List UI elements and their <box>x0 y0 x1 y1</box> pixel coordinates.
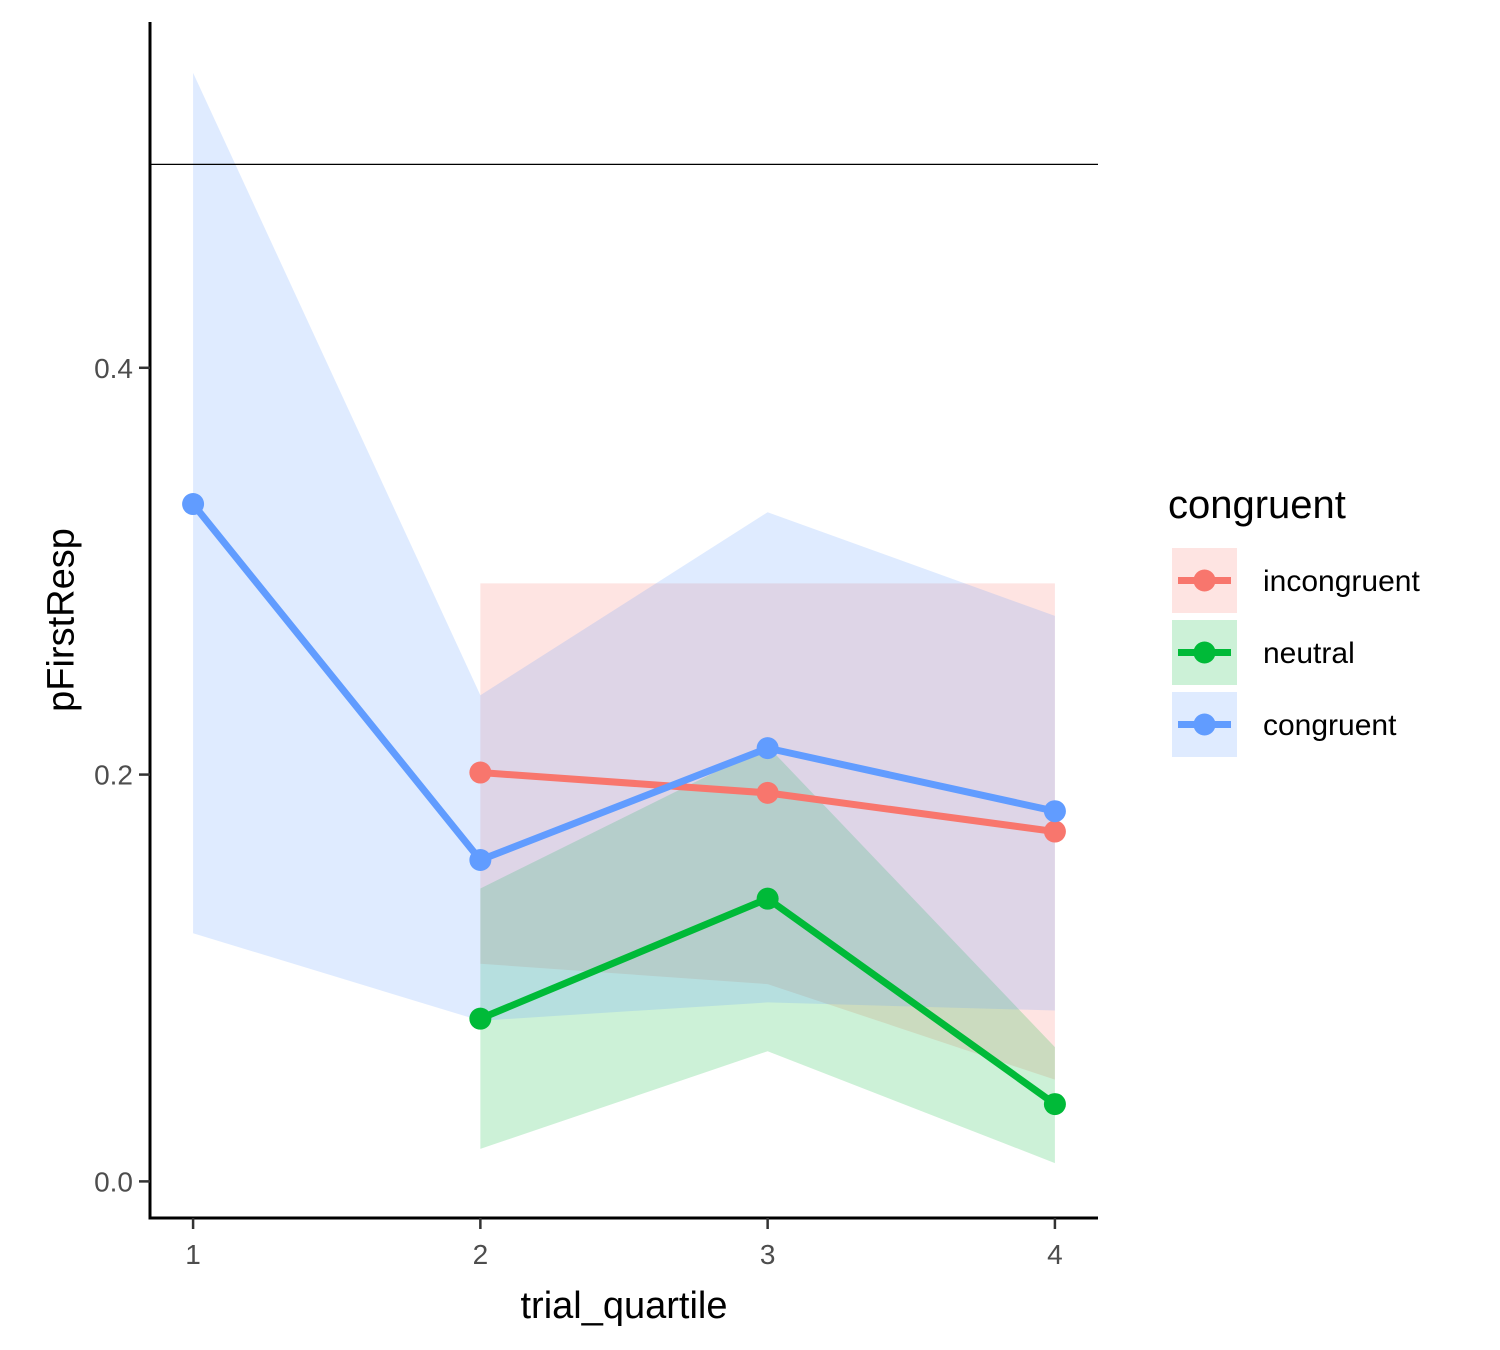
point-incongruent-2 <box>469 761 492 784</box>
y-tick-label: 0.0 <box>94 1166 133 1197</box>
x-axis-title: trial_quartile <box>521 1285 728 1327</box>
legend-title: congruent <box>1168 483 1346 527</box>
ribbon-congruent <box>193 72 1055 1021</box>
y-axis-title: pFirstResp <box>40 528 82 712</box>
line-congruent <box>190 501 1056 864</box>
point-congruent-1 <box>182 493 205 516</box>
legend-label-incongruent: incongruent <box>1263 565 1420 598</box>
legend-label-congruent: congruent <box>1263 709 1397 742</box>
point-congruent-4 <box>1043 800 1066 823</box>
y-axis-ticks: 0.0 0.2 0.4 <box>94 353 150 1197</box>
x-tick-label: 3 <box>760 1239 776 1270</box>
y-tick-label: 0.4 <box>94 353 133 384</box>
legend: congruent incongruent neutral congruent <box>1168 483 1420 757</box>
legend-key-point <box>1193 569 1216 592</box>
point-neutral-2 <box>469 1007 492 1030</box>
y-tick-label: 0.2 <box>94 760 133 791</box>
x-axis-ticks: 1 2 3 4 <box>185 1218 1063 1270</box>
legend-label-neutral: neutral <box>1263 637 1355 670</box>
confidence-ribbons <box>193 72 1055 1164</box>
series-points <box>182 493 1066 1116</box>
point-incongruent-4 <box>1043 820 1066 843</box>
legend-key-point <box>1193 641 1216 664</box>
point-congruent-3 <box>756 737 779 760</box>
x-tick-label: 1 <box>185 1239 201 1270</box>
legend-key-point <box>1193 713 1216 736</box>
ribbon-neutral <box>480 746 1055 1164</box>
point-neutral-3 <box>756 887 779 910</box>
point-incongruent-3 <box>756 781 779 804</box>
point-congruent-2 <box>469 849 492 872</box>
x-tick-label: 4 <box>1047 1239 1063 1270</box>
point-neutral-4 <box>1043 1093 1066 1116</box>
x-tick-label: 2 <box>473 1239 489 1270</box>
